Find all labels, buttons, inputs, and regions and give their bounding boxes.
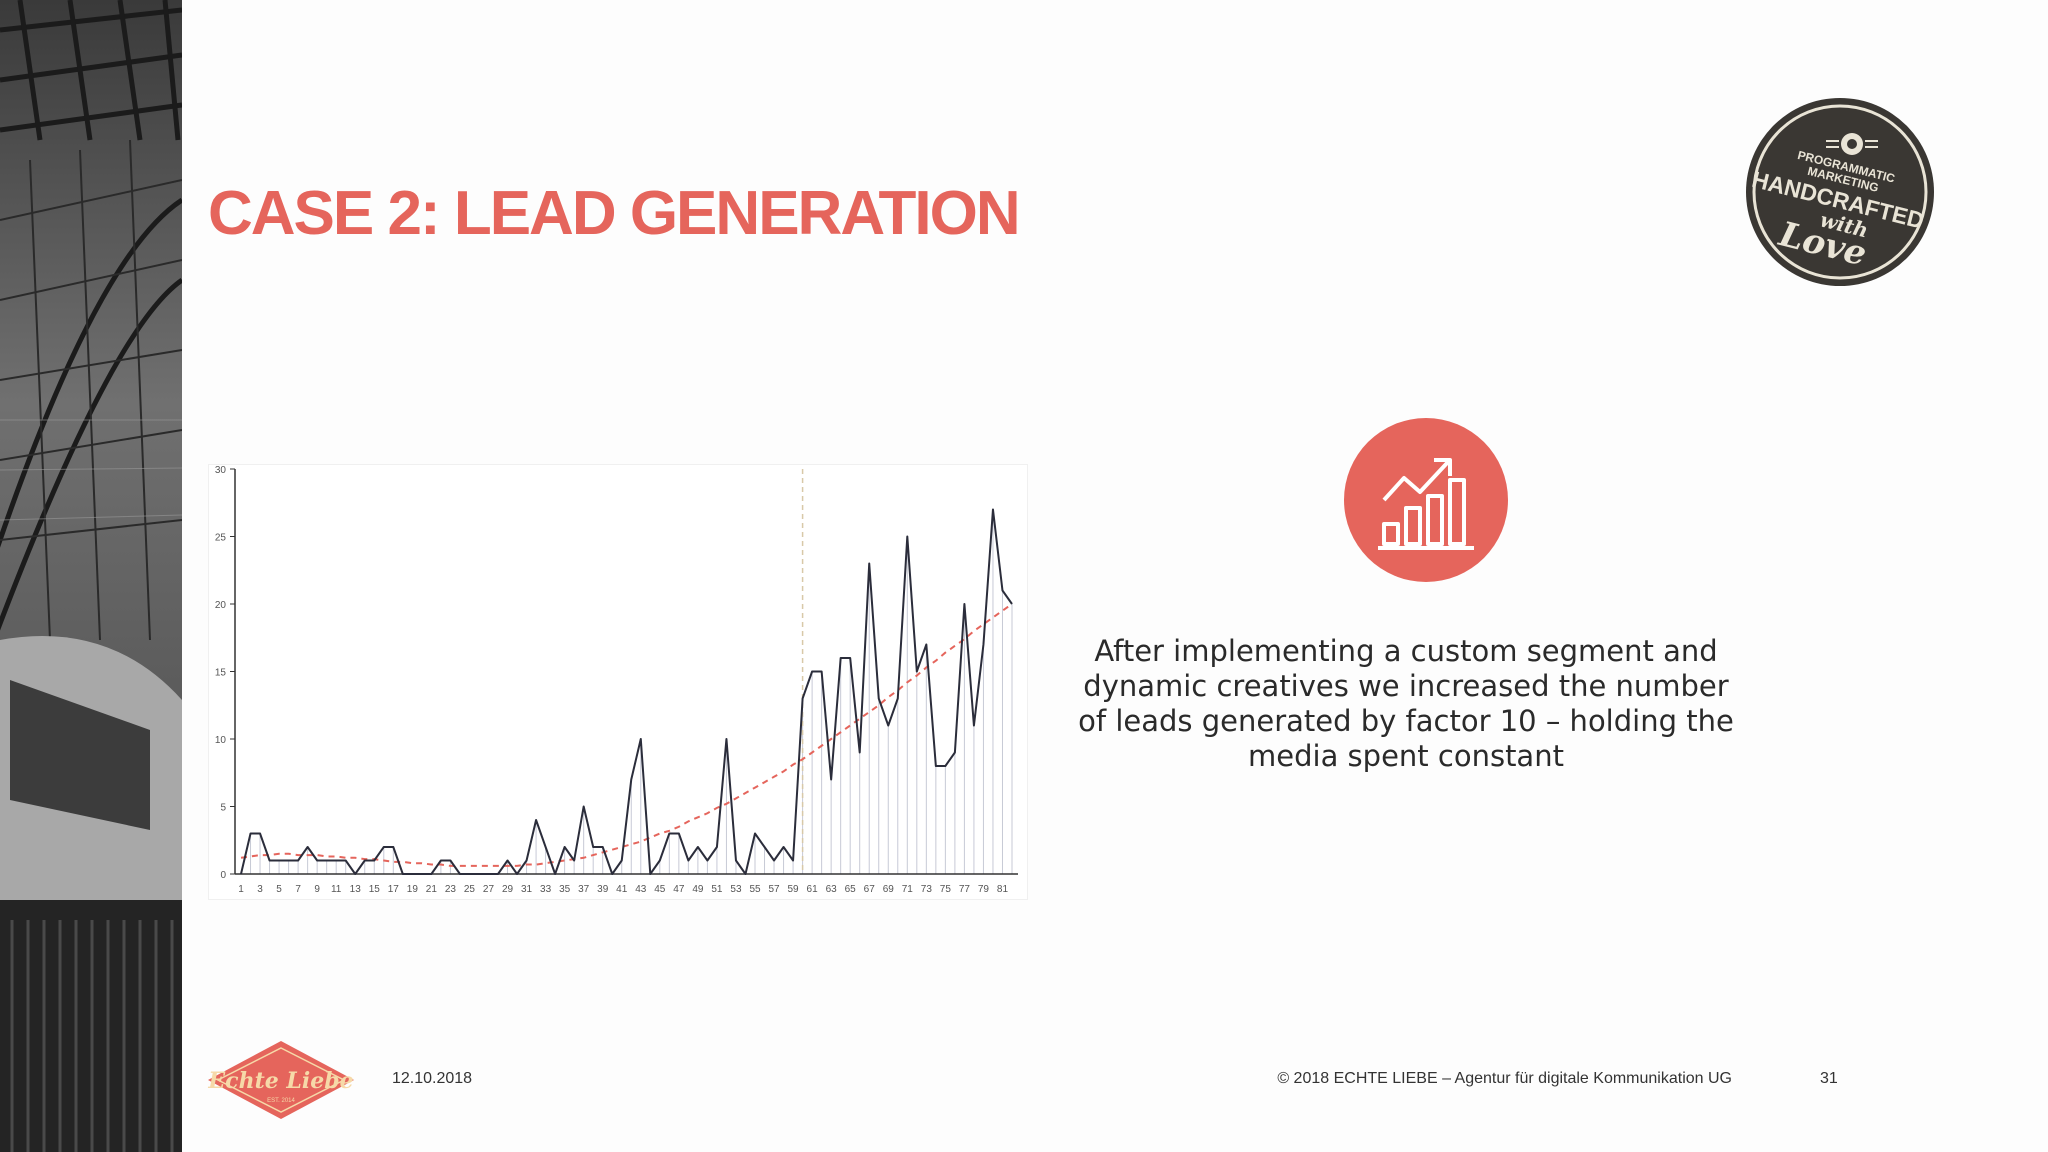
footer-copyright: © 2018 ECHTE LIEBE – Agentur für digital… bbox=[1277, 1070, 1732, 1087]
x-tick-label: 15 bbox=[369, 884, 381, 895]
svg-text:EST. 2014: EST. 2014 bbox=[267, 1098, 295, 1104]
x-tick-label: 45 bbox=[654, 884, 666, 895]
x-tick-label: 51 bbox=[711, 884, 723, 895]
case-description: After implementing a custom segment and … bbox=[1078, 634, 1734, 773]
x-tick-label: 37 bbox=[578, 884, 590, 895]
x-tick-label: 69 bbox=[883, 884, 895, 895]
y-tick-label: 15 bbox=[215, 668, 227, 679]
x-tick-label: 17 bbox=[388, 884, 400, 895]
x-tick-label: 79 bbox=[978, 884, 990, 895]
x-tick-label: 9 bbox=[314, 884, 320, 895]
footer-date: 12.10.2018 bbox=[392, 1070, 473, 1087]
handcrafted-badge: PROGRAMMATIC MARKETING HANDCRAFTED with … bbox=[1740, 92, 1940, 292]
echte-liebe-logo[interactable]: Echte Liebe EST. 2014 bbox=[205, 1038, 357, 1122]
y-tick-label: 25 bbox=[215, 533, 227, 544]
x-tick-label: 29 bbox=[502, 884, 514, 895]
x-tick-label: 31 bbox=[521, 884, 533, 895]
x-tick-label: 5 bbox=[276, 884, 282, 895]
x-tick-label: 27 bbox=[483, 884, 495, 895]
y-tick-label: 5 bbox=[220, 803, 226, 814]
x-tick-label: 23 bbox=[445, 884, 457, 895]
x-tick-label: 63 bbox=[826, 884, 838, 895]
x-tick-label: 55 bbox=[749, 884, 761, 895]
y-tick-label: 10 bbox=[215, 735, 227, 746]
x-tick-label: 61 bbox=[807, 884, 819, 895]
x-tick-label: 39 bbox=[597, 884, 609, 895]
x-tick-label: 81 bbox=[997, 884, 1009, 895]
x-tick-label: 35 bbox=[559, 884, 571, 895]
page-number: 31 bbox=[1820, 1070, 1838, 1087]
y-tick-label: 30 bbox=[215, 465, 227, 476]
gear-icon bbox=[1826, 133, 1878, 155]
x-tick-label: 73 bbox=[921, 884, 933, 895]
x-tick-label: 53 bbox=[730, 884, 742, 895]
x-tick-label: 11 bbox=[331, 884, 342, 895]
x-tick-label: 43 bbox=[635, 884, 647, 895]
x-tick-label: 25 bbox=[464, 884, 476, 895]
x-tick-label: 77 bbox=[959, 884, 971, 895]
x-tick-label: 75 bbox=[940, 884, 952, 895]
x-tick-label: 21 bbox=[426, 884, 438, 895]
x-tick-label: 47 bbox=[673, 884, 685, 895]
x-tick-label: 71 bbox=[902, 884, 914, 895]
y-tick-label: 20 bbox=[215, 600, 227, 611]
x-tick-label: 41 bbox=[616, 884, 628, 895]
y-tick-label: 0 bbox=[220, 870, 226, 881]
slide-title: CASE 2: LEAD GENERATION bbox=[208, 179, 1021, 248]
station-photo bbox=[0, 0, 182, 1152]
leads-series-line bbox=[240, 508, 1013, 875]
x-tick-label: 13 bbox=[350, 884, 362, 895]
x-tick-label: 65 bbox=[845, 884, 857, 895]
x-tick-label: 67 bbox=[864, 884, 876, 895]
x-tick-label: 33 bbox=[540, 884, 552, 895]
x-tick-label: 1 bbox=[238, 884, 244, 895]
x-tick-label: 3 bbox=[257, 884, 263, 895]
trend-line bbox=[240, 603, 1013, 867]
x-tick-label: 19 bbox=[407, 884, 419, 895]
growth-bar-chart-icon bbox=[1344, 418, 1508, 582]
x-tick-label: 7 bbox=[295, 884, 301, 895]
x-tick-label: 49 bbox=[692, 884, 704, 895]
x-tick-label: 59 bbox=[788, 884, 800, 895]
x-tick-label: 57 bbox=[768, 884, 780, 895]
svg-text:Echte Liebe: Echte Liebe bbox=[207, 1068, 353, 1094]
